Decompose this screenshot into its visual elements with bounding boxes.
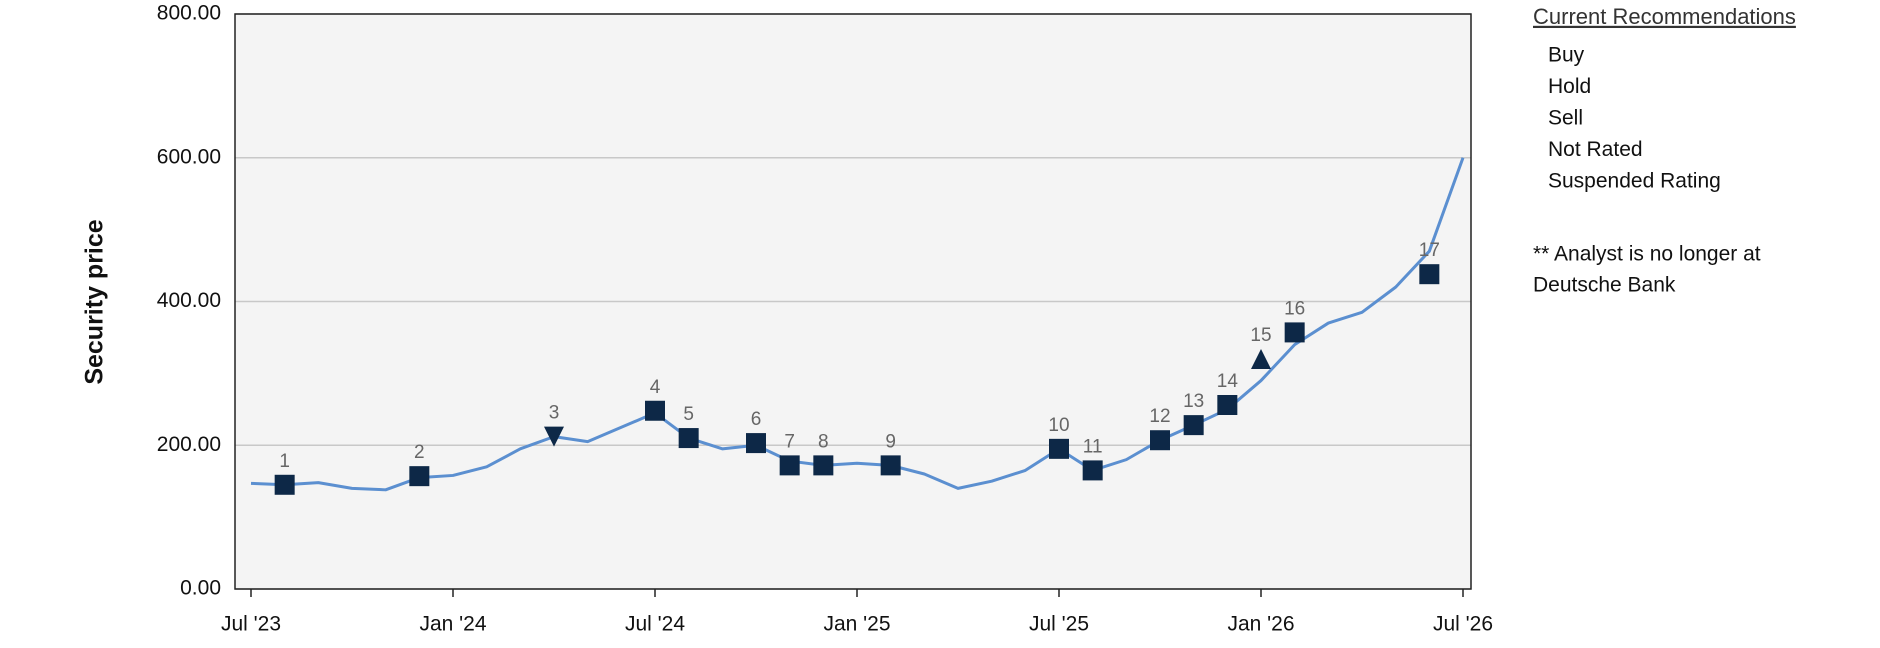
- rating-marker: [409, 466, 430, 487]
- x-tick-label: Jul '26: [1433, 613, 1493, 636]
- rating-label: 10: [1048, 415, 1069, 436]
- legend-title: Current Recommendations: [1533, 4, 1796, 29]
- rating-marker: [1284, 322, 1305, 343]
- rating-label: 2: [414, 442, 425, 463]
- x-tick-label: Jan '26: [1227, 613, 1294, 636]
- x-tick-label: Jul '25: [1029, 613, 1089, 636]
- y-axis-label: Security price: [81, 219, 109, 384]
- note: ** Analyst is no longer at: [1533, 243, 1761, 266]
- rating-label: 9: [885, 431, 896, 452]
- y-tick-label: 200.00: [157, 433, 221, 456]
- x-tick-label: Jul '24: [625, 613, 685, 636]
- y-tick-label: 800.00: [157, 2, 221, 25]
- x-tick-label: Jan '24: [419, 613, 486, 636]
- legend-item: Buy: [1548, 44, 1585, 67]
- rating-marker: [746, 433, 766, 454]
- legend-item: Sell: [1548, 107, 1583, 130]
- rating-label: 12: [1149, 406, 1170, 427]
- rating-label: 17: [1419, 240, 1440, 261]
- note: Deutsche Bank: [1533, 274, 1676, 297]
- rating-label: 14: [1217, 371, 1239, 392]
- x-tick-label: Jan '25: [823, 613, 890, 636]
- rating-marker: [1183, 415, 1204, 436]
- legend-item: Not Rated: [1548, 138, 1643, 161]
- y-tick-label: 0.00: [180, 577, 221, 600]
- rating-label: 8: [818, 431, 829, 452]
- rating-marker: [1082, 460, 1103, 481]
- x-tick-label: Jul '23: [221, 613, 281, 636]
- rating-label: 11: [1083, 436, 1103, 457]
- rating-label: 4: [650, 377, 661, 398]
- rating-label: 5: [683, 404, 694, 425]
- rating-marker: [813, 455, 834, 476]
- rating-label: 7: [784, 431, 795, 452]
- rating-marker: [1217, 395, 1238, 415]
- legend-item: Hold: [1548, 75, 1591, 98]
- rating-label: 15: [1250, 325, 1271, 346]
- rating-marker: [1150, 430, 1170, 451]
- rating-label: 6: [751, 409, 762, 430]
- rating-label: 16: [1284, 298, 1305, 319]
- rating-label: 3: [549, 403, 560, 424]
- rating-marker: [880, 455, 901, 476]
- y-tick-label: 400.00: [157, 289, 221, 312]
- rating-marker: [645, 400, 665, 421]
- plot-border: [234, 13, 1472, 590]
- rating-marker: [274, 474, 295, 495]
- rating-marker: [1419, 264, 1440, 285]
- rating-marker: [678, 428, 699, 449]
- rating-marker: [544, 426, 564, 447]
- rating-label: 13: [1183, 391, 1204, 412]
- y-tick-label: 600.00: [157, 145, 221, 168]
- rating-marker: [1251, 349, 1271, 369]
- rating-label: 1: [279, 451, 290, 472]
- price-line: [250, 157, 1465, 492]
- legend-item: Suspended Rating: [1548, 170, 1721, 193]
- rating-marker: [779, 455, 800, 476]
- rating-marker: [1049, 438, 1069, 459]
